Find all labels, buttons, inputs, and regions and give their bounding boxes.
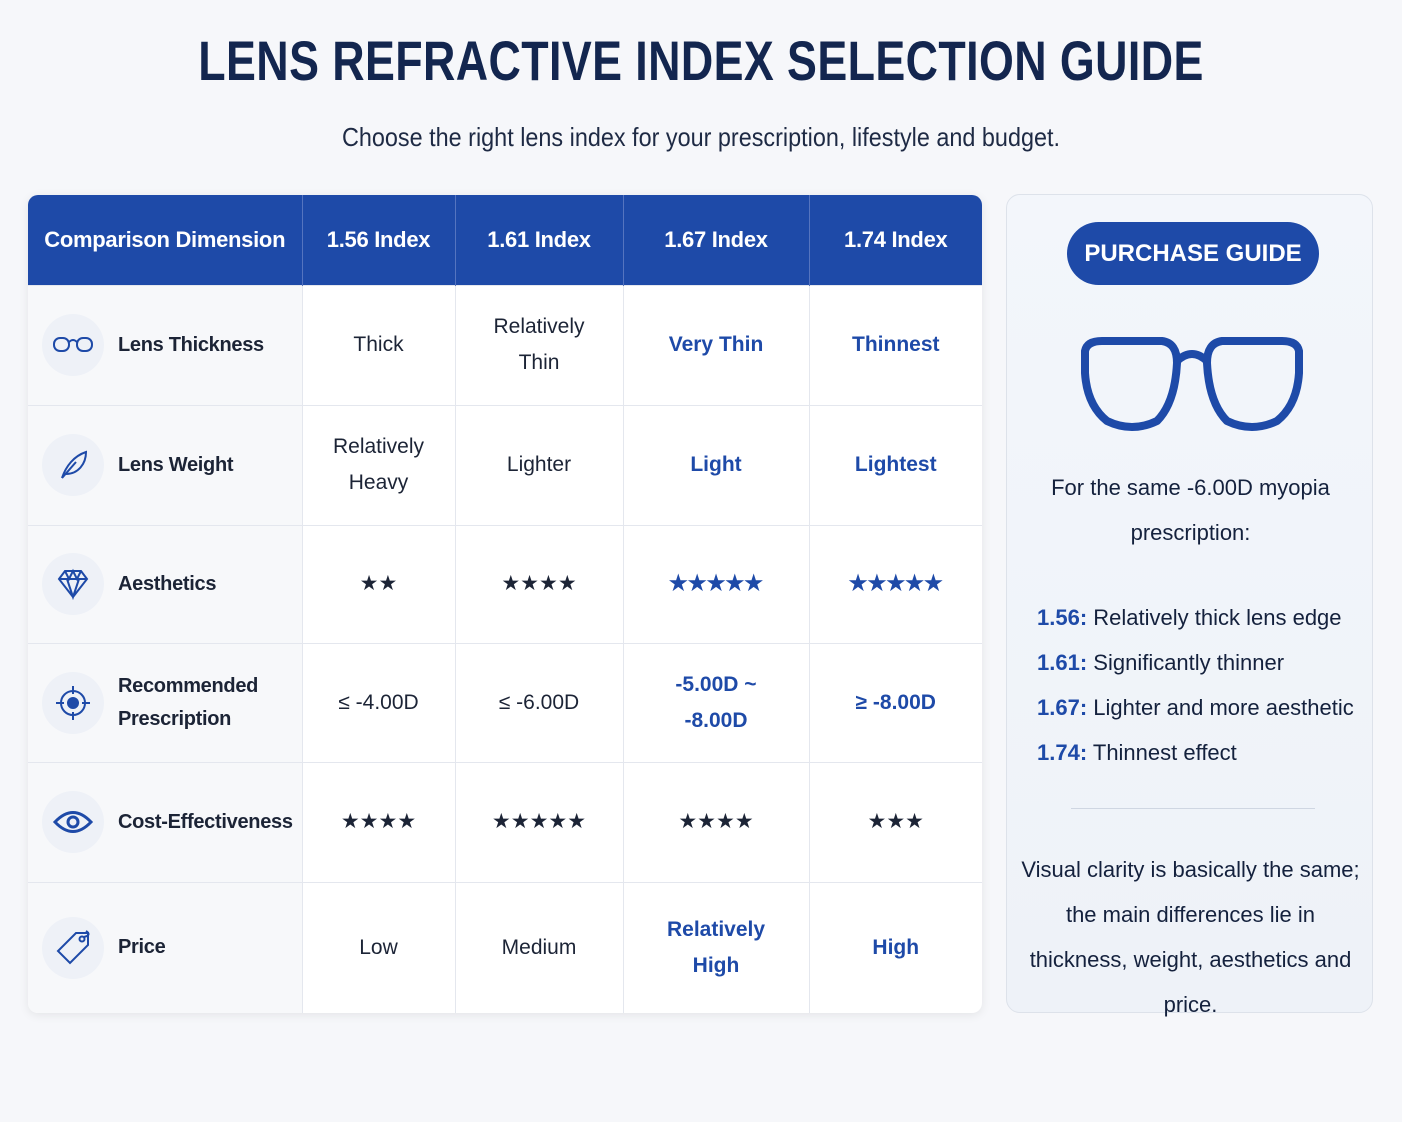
row-label-cell: Lens Thickness (28, 284, 303, 405)
guide-text: Lighter and more aesthetic (1093, 695, 1354, 720)
column-header: 1.56 Index (302, 195, 456, 285)
row-label-wrap: Price (42, 916, 302, 979)
header-row: Comparison Dimension 1.56 Index 1.61 Index… (28, 195, 982, 285)
table-row: Aesthetics ★★ ★★★★ ★★★★★ ★★★★★ (28, 524, 982, 643)
guide-index: 1.67: (1037, 695, 1088, 720)
row-label-cell: Price (28, 881, 303, 1013)
title: LENS REFRACTIVE INDEX SELECTION GUIDE (198, 29, 1204, 92)
row-icon (42, 553, 104, 615)
guide-text: Relatively thick lens edge (1093, 605, 1342, 630)
table-row: Lens Thickness Thick Relatively Thin Very T… (28, 284, 982, 405)
guide-index: 1.56: (1037, 605, 1088, 630)
table-cell: Medium (455, 881, 624, 1013)
table-row: Recommended Prescription ≤ -4.00D ≤ -6.00D… (28, 642, 982, 762)
row-label-cell: Cost-Effectiveness (28, 761, 303, 882)
row-icon (42, 314, 104, 376)
table-row: Cost-Effectiveness ★★★★ ★★★★★ ★★★★ ★★★ (28, 761, 982, 882)
column-header: Comparison Dimension (28, 195, 303, 285)
table-cell: Relatively High (623, 881, 810, 1013)
table-cell: ≤ -4.00D (302, 642, 456, 762)
row-label: Lens Thickness (118, 333, 264, 356)
glasses-icon (1081, 337, 1303, 431)
table-cell: Relatively Thin (455, 284, 624, 405)
guide-item: 1.74: Thinnest effect (1037, 730, 1354, 775)
row-label-wrap: Lens Weight (42, 434, 302, 496)
row-icon (42, 916, 104, 979)
guide-note: Visual clarity is basically the same; th… (1021, 857, 1360, 1017)
table-cell: ★★★★ (623, 761, 810, 882)
row-icon (42, 791, 104, 853)
column-header: 1.61 Index (455, 195, 624, 285)
row-label: Recommended Prescription (118, 674, 259, 730)
table-cell: Lightest (809, 404, 982, 525)
table-cell: High (809, 881, 982, 1013)
row-label-cell: Lens Weight (28, 404, 303, 525)
table-cell: ★★★ (809, 761, 982, 882)
table-cell: Low (302, 881, 456, 1013)
table-cell: Thick (302, 284, 456, 405)
row-label: Cost-Effectiveness (118, 810, 293, 833)
table-cell: ★★★★★ (809, 524, 982, 643)
table-cell: ★★★★ (455, 524, 624, 643)
row-icon (42, 434, 104, 496)
table-cell: Very Thin (623, 284, 810, 405)
table-cell: Lighter (455, 404, 624, 525)
table-cell: ≤ -6.00D (455, 642, 624, 762)
purchase-guide: PURCHASE GUIDE For the same -6.00D myopi… (1006, 194, 1373, 1017)
guide-index: 1.61: (1037, 650, 1088, 675)
guide-list: 1.56: Relatively thick lens edge 1.61: Si… (1037, 595, 1354, 775)
subtitle: Choose the right lens index for your pre… (341, 122, 1061, 152)
divider (1071, 808, 1315, 809)
table-row: Price Low Medium Relatively High High (28, 881, 982, 1013)
guide-text: Thinnest effect (1092, 740, 1237, 765)
table-cell: Relatively Heavy (302, 404, 456, 525)
table-cell: ≥ -8.00D (809, 642, 982, 762)
table-row: Lens Weight Relatively Heavy Lighter Light L… (28, 404, 982, 525)
row-label-wrap: Recommended Prescription (42, 670, 302, 736)
guide-item: 1.67: Lighter and more aesthetic (1037, 685, 1354, 730)
table-cell: Thinnest (809, 284, 982, 405)
row-label-wrap: Aesthetics (42, 553, 302, 615)
guide-intro: For the same -6.00D myopia prescription: (1051, 475, 1330, 545)
table-cell: -5.00D ~ -8.00D (623, 642, 810, 762)
row-label: Lens Weight (118, 453, 234, 476)
row-label-cell: Recommended Prescription (28, 642, 303, 762)
row-icon (42, 671, 104, 734)
row-label-cell: Aesthetics (28, 524, 303, 643)
column-header: 1.67 Index (623, 195, 810, 285)
table-cell: Light (623, 404, 810, 525)
guide-button: PURCHASE GUIDE (1067, 222, 1319, 285)
row-label-wrap: Lens Thickness (42, 314, 302, 376)
row-label: Aesthetics (118, 572, 217, 595)
guide-item: 1.61: Significantly thinner (1037, 640, 1354, 685)
guide-item: 1.56: Relatively thick lens edge (1037, 595, 1354, 640)
table-cell: ★★★★★ (623, 524, 810, 643)
table-cell: ★★★★ (302, 761, 456, 882)
guide-index: 1.74: (1037, 740, 1088, 765)
row-label: Price (118, 936, 166, 959)
comparison-table: Comparison Dimension 1.56 Index 1.61 Index… (28, 195, 982, 1013)
row-label-wrap: Cost-Effectiveness (42, 791, 302, 853)
guide-text: Significantly thinner (1093, 650, 1285, 675)
column-header: 1.74 Index (809, 195, 982, 285)
table-cell: ★★★★★ (455, 761, 624, 882)
table-cell: ★★ (302, 524, 456, 643)
